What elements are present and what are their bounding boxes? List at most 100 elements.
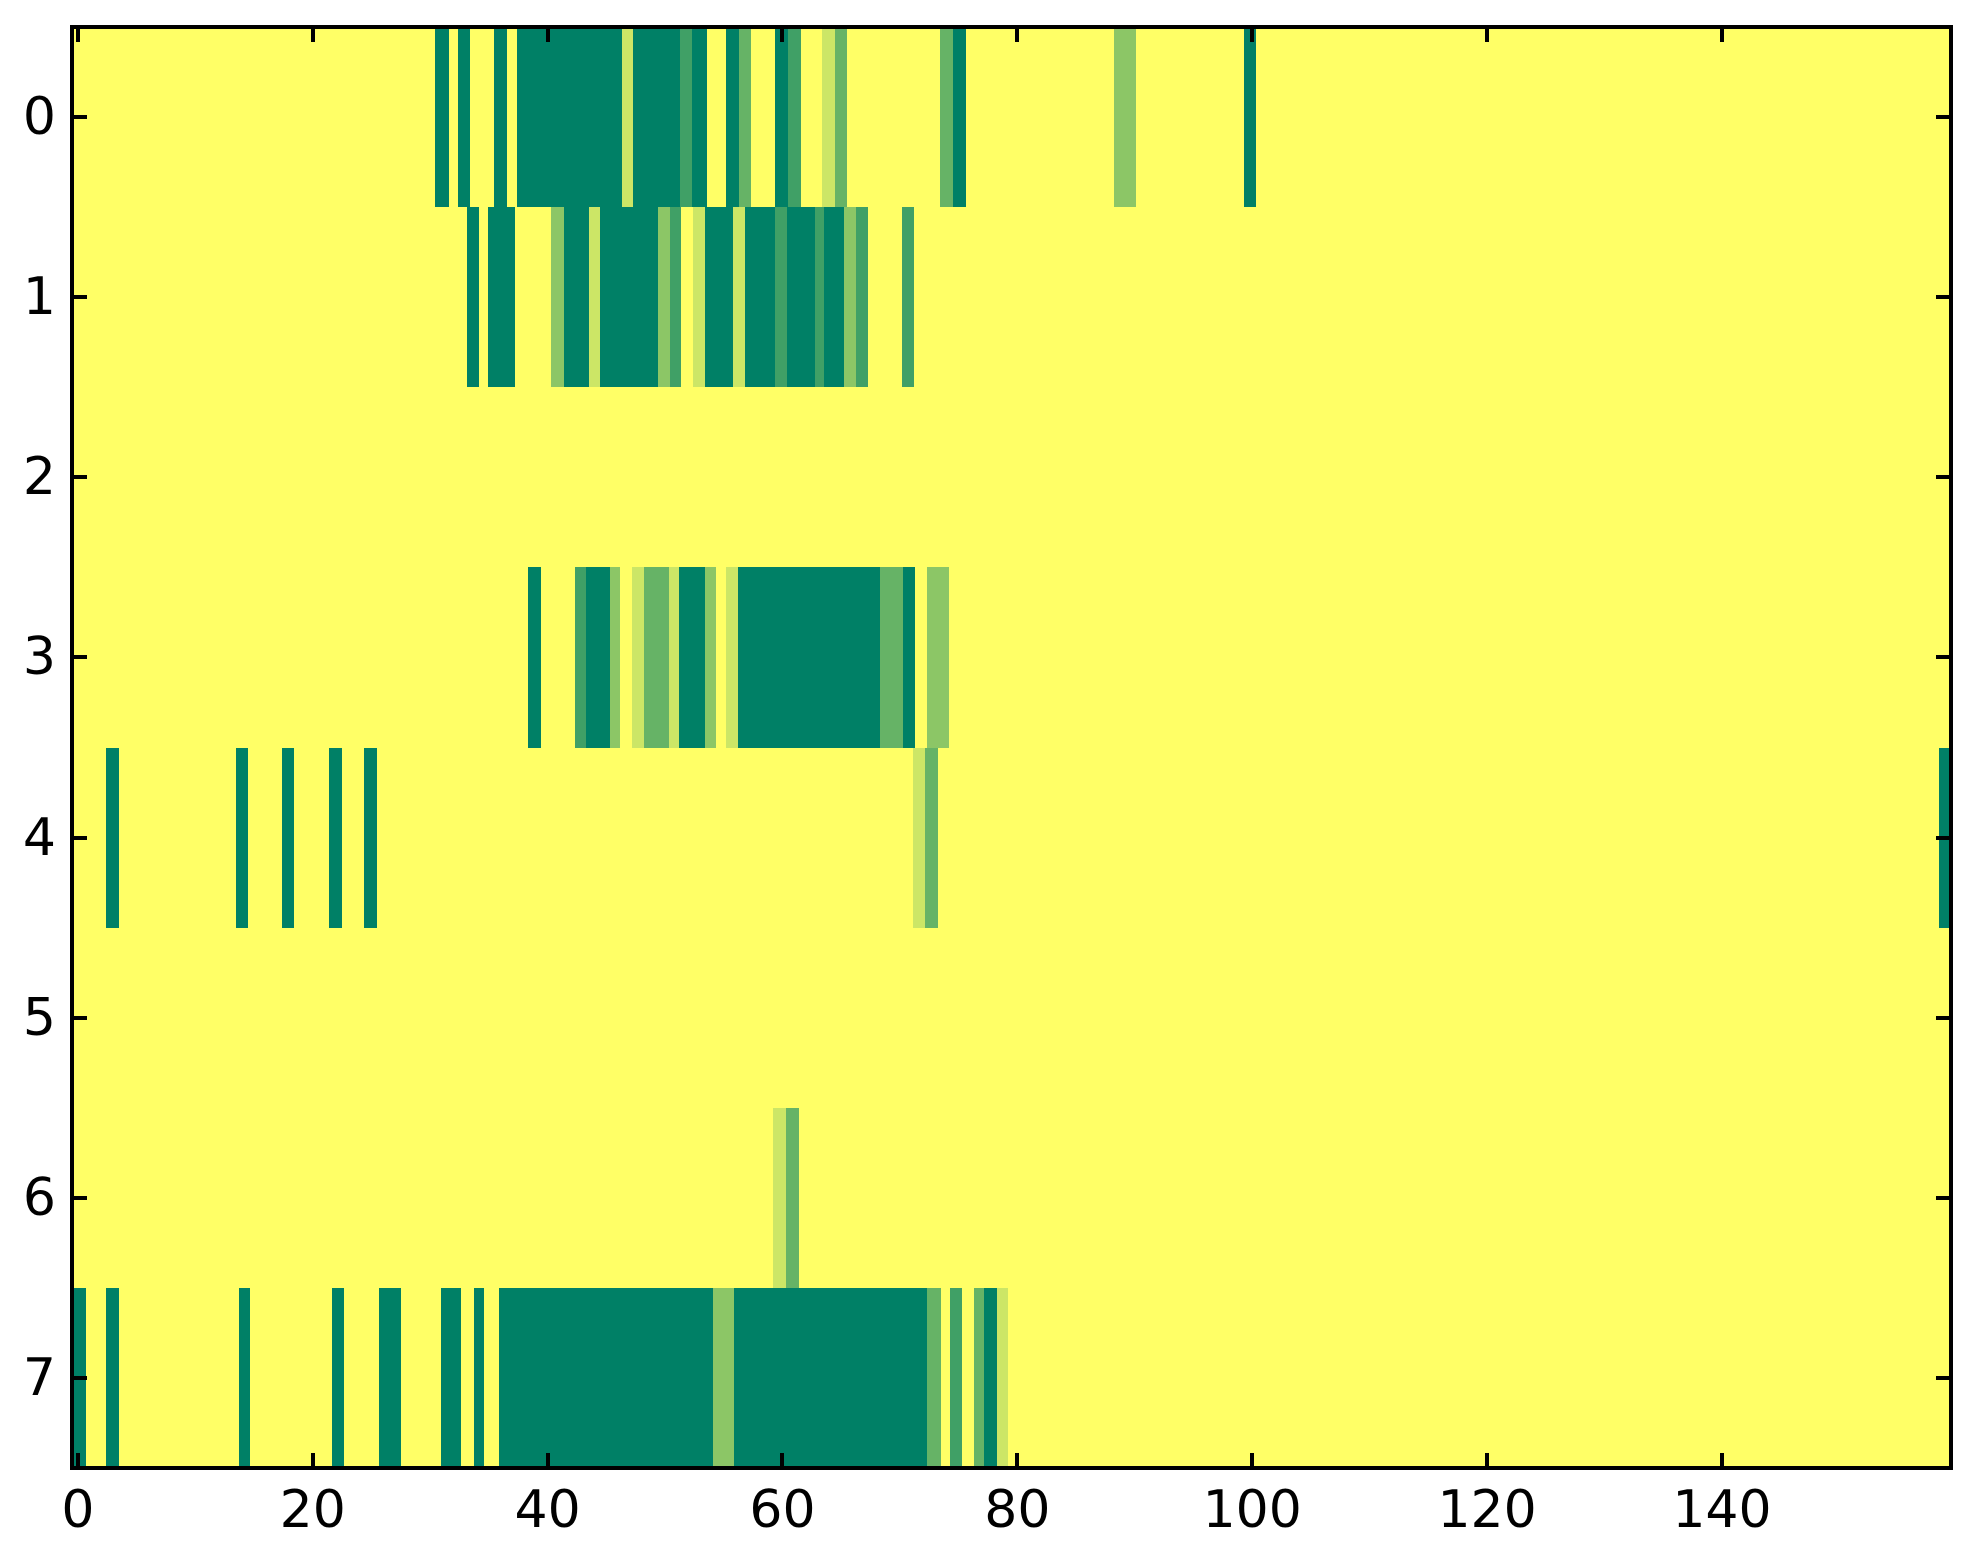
x-tick-label: 140 [1672, 1480, 1772, 1540]
y-tick-label: 3 [22, 627, 56, 688]
heatmap-cell [823, 207, 844, 388]
heatmap-cell [775, 27, 789, 208]
heatmap-cell [952, 27, 966, 208]
y-tick-label: 5 [22, 987, 56, 1048]
heatmap-row-0 [72, 27, 1951, 208]
x-tick-label: 40 [514, 1480, 581, 1540]
y-tick-label: 6 [22, 1167, 56, 1228]
y-tick-label: 2 [22, 447, 56, 508]
heatmap-cell [551, 207, 565, 388]
heatmap-cell [1244, 27, 1256, 208]
heatmap-cell [973, 1287, 985, 1468]
heatmap-cell [282, 747, 294, 928]
heatmap-cell [633, 27, 681, 208]
heatmap-cell [236, 747, 249, 928]
heatmap-cell [487, 207, 515, 388]
heatmap-cell [378, 1287, 401, 1468]
heatmap-cell [658, 207, 670, 388]
x-tick-label: 0 [61, 1480, 95, 1540]
heatmap-cell [473, 1287, 485, 1468]
heatmap-cell [668, 567, 680, 748]
heatmap-cell [1113, 27, 1136, 208]
heatmap-cell [106, 747, 119, 928]
heatmap-row-5 [72, 928, 1951, 1108]
heatmap-cell [72, 1287, 87, 1468]
heatmap-cell [879, 567, 904, 748]
heatmap-cell [939, 27, 953, 208]
heatmap-cell [499, 1287, 714, 1468]
heatmap-cell [997, 1287, 1008, 1468]
y-tick-label: 7 [22, 1347, 56, 1408]
heatmap-cell [734, 1287, 927, 1468]
heatmap-cell [843, 207, 857, 388]
heatmap-cell [950, 1287, 963, 1468]
heatmap-cell [574, 567, 587, 748]
heatmap-cell [600, 207, 658, 388]
heatmap-cell [364, 747, 378, 928]
heatmap-cell [726, 567, 738, 748]
heatmap-cell [669, 207, 682, 388]
heatmap-cell [822, 27, 836, 208]
heatmap-cell [984, 1287, 998, 1468]
heatmap-cell [704, 567, 716, 748]
heatmap-cell [924, 747, 938, 928]
heatmap-cell [238, 1287, 251, 1468]
heatmap-cell [434, 27, 449, 208]
heatmap-cell [835, 27, 848, 208]
x-tick-label: 120 [1437, 1480, 1537, 1540]
heatmap-cell [440, 1287, 461, 1468]
heatmap-cell [329, 747, 343, 928]
heatmap-cell [680, 27, 693, 208]
heatmap-cell [493, 27, 507, 208]
y-tick-label: 0 [22, 87, 56, 148]
heatmap-row-3 [72, 567, 1951, 748]
heatmap-cell [609, 567, 621, 748]
heatmap-cell [517, 27, 622, 208]
heatmap-cell [815, 207, 824, 388]
heatmap-row-6 [72, 1107, 1951, 1288]
heatmap-cell [912, 747, 925, 928]
heatmap-cell [737, 567, 880, 748]
heatmap-cell [527, 567, 541, 748]
heatmap-cell [693, 207, 705, 388]
heatmap-cell [775, 207, 788, 388]
y-tick-label: 1 [22, 267, 56, 328]
heatmap-cell [588, 207, 601, 388]
heatmap-cell [632, 567, 644, 748]
heatmap-cell [788, 27, 802, 208]
heatmap-cell [926, 567, 950, 748]
heatmap-cell [926, 1287, 942, 1468]
heatmap-cell [713, 1287, 735, 1468]
heatmap-cell [704, 207, 734, 388]
heatmap-cell [564, 207, 589, 388]
heatmap-cell [744, 207, 776, 388]
plot-area [72, 27, 1951, 1468]
heatmap-cell [692, 27, 708, 208]
heatmap-row-2 [72, 387, 1951, 567]
heatmap-cell [679, 567, 705, 748]
heatmap-cell [1939, 747, 1951, 928]
x-tick-label: 20 [279, 1480, 346, 1540]
heatmap-cell [466, 207, 480, 388]
heatmap-cell [458, 27, 471, 208]
heatmap-cell [586, 567, 610, 748]
heatmap-cell [726, 27, 740, 208]
heatmap-cell [643, 567, 669, 748]
heatmap-cell [739, 27, 751, 208]
x-tick-label: 60 [749, 1480, 816, 1540]
heatmap-row-7 [72, 1287, 1951, 1468]
heatmap-row-4 [72, 747, 1951, 928]
heatmap-cell [106, 1287, 119, 1468]
heatmap-cell [331, 1287, 345, 1468]
heatmap-cell [621, 27, 634, 208]
heatmap-row-1 [72, 207, 1951, 388]
heatmap-cell [902, 207, 915, 388]
x-tick-label: 100 [1202, 1480, 1302, 1540]
heatmap-cell [786, 1107, 799, 1288]
heatmap-cell [733, 207, 745, 388]
heatmap-cell [787, 207, 816, 388]
heatmap-cell [773, 1107, 786, 1288]
heatmap-cell [903, 567, 916, 748]
y-tick-label: 4 [22, 807, 56, 868]
